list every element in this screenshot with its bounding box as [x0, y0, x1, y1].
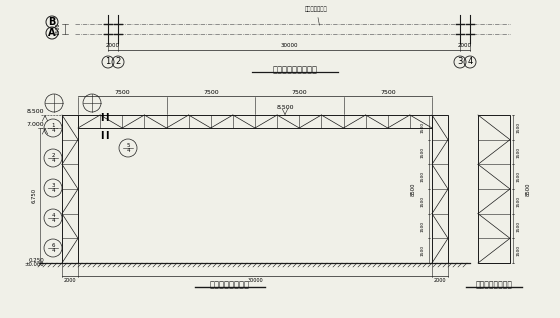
Text: 4: 4 [52, 128, 55, 133]
Text: 电缆桁架侧立面图: 电缆桁架侧立面图 [475, 280, 512, 289]
Text: 1500: 1500 [421, 171, 425, 182]
Text: 2000: 2000 [64, 278, 76, 283]
Text: 8.500: 8.500 [276, 105, 294, 110]
Text: 7500: 7500 [203, 89, 218, 94]
Text: A: A [48, 28, 56, 38]
Text: 4: 4 [126, 148, 130, 153]
Text: 3: 3 [52, 183, 55, 188]
Text: 4: 4 [52, 158, 55, 163]
Text: 1500: 1500 [517, 196, 521, 207]
Text: 4: 4 [468, 58, 473, 66]
Text: 2: 2 [115, 58, 120, 66]
Bar [432, 115, 448, 263]
Bar [478, 115, 510, 263]
Text: 4: 4 [52, 188, 55, 193]
Text: 电缆桁架中心线: 电缆桁架中心线 [305, 6, 328, 25]
Text: 4: 4 [52, 248, 55, 253]
Text: 2000: 2000 [434, 278, 446, 283]
Text: 1500: 1500 [517, 220, 521, 232]
Text: 1500: 1500 [517, 171, 521, 182]
Text: 1500: 1500 [421, 220, 425, 232]
Text: 1: 1 [105, 58, 111, 66]
Text: 电缆桁架正立面图: 电缆桁架正立面图 [210, 280, 250, 289]
Text: 6.750: 6.750 [32, 188, 37, 203]
Text: B: B [48, 17, 55, 27]
Text: 1500: 1500 [517, 122, 521, 133]
Text: 30000: 30000 [247, 278, 263, 283]
Text: 2000: 2000 [106, 43, 120, 48]
Text: 7500: 7500 [291, 89, 307, 94]
Text: 5: 5 [126, 143, 130, 148]
Text: 1500: 1500 [421, 122, 425, 133]
Text: I: I [100, 113, 104, 123]
Text: 1500: 1500 [421, 146, 425, 157]
Text: 2: 2 [52, 153, 55, 158]
Text: I: I [105, 113, 109, 123]
Text: 电缆桁架平面布置图: 电缆桁架平面布置图 [273, 66, 318, 74]
Text: 1500: 1500 [517, 245, 521, 256]
Text: ±0.000: ±0.000 [25, 262, 44, 267]
Text: 6: 6 [52, 243, 55, 248]
Text: 1500: 1500 [55, 23, 60, 35]
Text: 7500: 7500 [380, 89, 395, 94]
Text: 2000: 2000 [458, 43, 472, 48]
Text: 4: 4 [52, 218, 55, 223]
Text: 1500: 1500 [517, 146, 521, 157]
Bar [78, 115, 432, 128]
Bar [62, 115, 78, 263]
Text: 7.000: 7.000 [26, 122, 44, 127]
Text: 3: 3 [458, 58, 463, 66]
Text: 7500: 7500 [114, 89, 130, 94]
Text: 1: 1 [52, 123, 55, 128]
Text: 0.250: 0.250 [28, 258, 44, 262]
Text: I: I [105, 131, 109, 141]
Text: I: I [100, 131, 104, 141]
Text: 1500: 1500 [421, 245, 425, 256]
Text: 4: 4 [52, 213, 55, 218]
Text: 8500: 8500 [526, 182, 531, 196]
Text: 1500: 1500 [421, 196, 425, 207]
Text: 8.500: 8.500 [26, 109, 44, 114]
Text: 8500: 8500 [411, 182, 416, 196]
Text: 30000: 30000 [280, 43, 298, 48]
